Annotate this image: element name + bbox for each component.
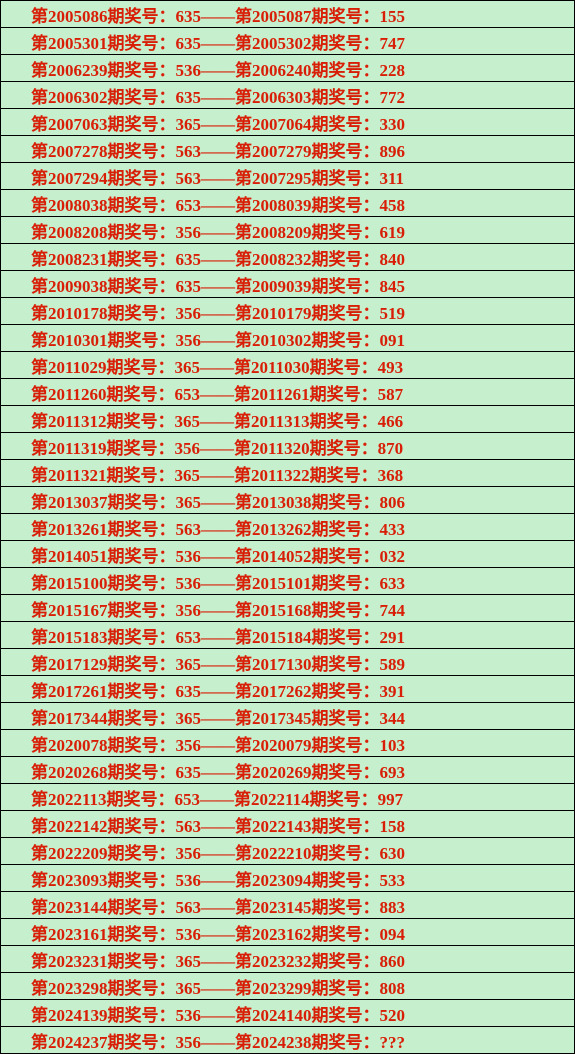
table-row: 第2014051期奖号：536——第2014052期奖号：032 <box>1 541 575 568</box>
lottery-cell: 第2020268期奖号：635——第2020269期奖号：693 <box>1 757 575 784</box>
lottery-cell: 第2022209期奖号：356——第2022210期奖号：630 <box>1 838 575 865</box>
table-row: 第2024237期奖号：356——第2024238期奖号：??? <box>1 1027 575 1054</box>
lottery-cell: 第2005086期奖号：635——第2005087期奖号：155 <box>1 1 575 28</box>
lottery-cell: 第2015100期奖号：536——第2015101期奖号：633 <box>1 568 575 595</box>
lottery-cell: 第2011260期奖号：653——第2011261期奖号：587 <box>1 379 575 406</box>
table-row: 第2005086期奖号：635——第2005087期奖号：155 <box>1 1 575 28</box>
table-row: 第2015100期奖号：536——第2015101期奖号：633 <box>1 568 575 595</box>
lottery-cell: 第2017129期奖号：365——第2017130期奖号：589 <box>1 649 575 676</box>
table-row: 第2008208期奖号：356——第2008209期奖号：619 <box>1 217 575 244</box>
table-row: 第2023144期奖号：563——第2023145期奖号：883 <box>1 892 575 919</box>
table-row: 第2007294期奖号：563——第2007295期奖号：311 <box>1 163 575 190</box>
table-row: 第2015183期奖号：653——第2015184期奖号：291 <box>1 622 575 649</box>
table-row: 第2022209期奖号：356——第2022210期奖号：630 <box>1 838 575 865</box>
lottery-cell: 第2009038期奖号：635——第2009039期奖号：845 <box>1 271 575 298</box>
lottery-cell: 第2022142期奖号：563——第2022143期奖号：158 <box>1 811 575 838</box>
table-row: 第2008038期奖号：653——第2008039期奖号：458 <box>1 190 575 217</box>
lottery-cell: 第2023298期奖号：365——第2023299期奖号：808 <box>1 973 575 1000</box>
table-row: 第2011321期奖号：365——第2011322期奖号：368 <box>1 460 575 487</box>
lottery-cell: 第2013037期奖号：365——第2013038期奖号：806 <box>1 487 575 514</box>
lottery-cell: 第2020078期奖号：356——第2020079期奖号：103 <box>1 730 575 757</box>
table-row: 第2023093期奖号：536——第2023094期奖号：533 <box>1 865 575 892</box>
table-row: 第2011029期奖号：365——第2011030期奖号：493 <box>1 352 575 379</box>
table-row: 第2013261期奖号：563——第2013262期奖号：433 <box>1 514 575 541</box>
table-row: 第2020268期奖号：635——第2020269期奖号：693 <box>1 757 575 784</box>
lottery-cell: 第2007063期奖号：365——第2007064期奖号：330 <box>1 109 575 136</box>
lottery-cell: 第2024237期奖号：356——第2024238期奖号：??? <box>1 1027 575 1054</box>
lottery-cell: 第2006239期奖号：536——第2006240期奖号：228 <box>1 55 575 82</box>
table-row: 第2022113期奖号：653——第2022114期奖号：997 <box>1 784 575 811</box>
lottery-cell: 第2007294期奖号：563——第2007295期奖号：311 <box>1 163 575 190</box>
lottery-cell: 第2024139期奖号：536——第2024140期奖号：520 <box>1 1000 575 1027</box>
table-row: 第2013037期奖号：365——第2013038期奖号：806 <box>1 487 575 514</box>
lottery-cell: 第2022113期奖号：653——第2022114期奖号：997 <box>1 784 575 811</box>
table-row: 第2011312期奖号：365——第2011313期奖号：466 <box>1 406 575 433</box>
table-row: 第2007278期奖号：563——第2007279期奖号：896 <box>1 136 575 163</box>
lottery-cell: 第2011319期奖号：356——第2011320期奖号：870 <box>1 433 575 460</box>
table-row: 第2020078期奖号：356——第2020079期奖号：103 <box>1 730 575 757</box>
table-row: 第2011319期奖号：356——第2011320期奖号：870 <box>1 433 575 460</box>
lottery-cell: 第2017261期奖号：635——第2017262期奖号：391 <box>1 676 575 703</box>
table-row: 第2017344期奖号：365——第2017345期奖号：344 <box>1 703 575 730</box>
lottery-cell: 第2023231期奖号：365——第2023232期奖号：860 <box>1 946 575 973</box>
lottery-cell: 第2006302期奖号：635——第2006303期奖号：772 <box>1 82 575 109</box>
lottery-cell: 第2008208期奖号：356——第2008209期奖号：619 <box>1 217 575 244</box>
lottery-cell: 第2015183期奖号：653——第2015184期奖号：291 <box>1 622 575 649</box>
table-row: 第2011260期奖号：653——第2011261期奖号：587 <box>1 379 575 406</box>
lottery-cell: 第2010178期奖号：356——第2010179期奖号：519 <box>1 298 575 325</box>
lottery-table: 第2005086期奖号：635——第2005087期奖号：155第2005301… <box>0 0 575 1054</box>
table-row: 第2024139期奖号：536——第2024140期奖号：520 <box>1 1000 575 1027</box>
lottery-cell: 第2008038期奖号：653——第2008039期奖号：458 <box>1 190 575 217</box>
table-row: 第2017261期奖号：635——第2017262期奖号：391 <box>1 676 575 703</box>
lottery-cell: 第2017344期奖号：365——第2017345期奖号：344 <box>1 703 575 730</box>
table-row: 第2023231期奖号：365——第2023232期奖号：860 <box>1 946 575 973</box>
table-row: 第2010301期奖号：356——第2010302期奖号：091 <box>1 325 575 352</box>
lottery-cell: 第2011321期奖号：365——第2011322期奖号：368 <box>1 460 575 487</box>
lottery-cell: 第2010301期奖号：356——第2010302期奖号：091 <box>1 325 575 352</box>
table-row: 第2017129期奖号：365——第2017130期奖号：589 <box>1 649 575 676</box>
table-row: 第2008231期奖号：635——第2008232期奖号：840 <box>1 244 575 271</box>
lottery-cell: 第2023161期奖号：536——第2023162期奖号：094 <box>1 919 575 946</box>
lottery-cell: 第2011029期奖号：365——第2011030期奖号：493 <box>1 352 575 379</box>
lottery-cell: 第2011312期奖号：365——第2011313期奖号：466 <box>1 406 575 433</box>
table-row: 第2006239期奖号：536——第2006240期奖号：228 <box>1 55 575 82</box>
table-row: 第2007063期奖号：365——第2007064期奖号：330 <box>1 109 575 136</box>
lottery-cell: 第2005301期奖号：635——第2005302期奖号：747 <box>1 28 575 55</box>
lottery-cell: 第2015167期奖号：356——第2015168期奖号：744 <box>1 595 575 622</box>
table-row: 第2006302期奖号：635——第2006303期奖号：772 <box>1 82 575 109</box>
table-row: 第2010178期奖号：356——第2010179期奖号：519 <box>1 298 575 325</box>
table-row: 第2005301期奖号：635——第2005302期奖号：747 <box>1 28 575 55</box>
lottery-cell: 第2013261期奖号：563——第2013262期奖号：433 <box>1 514 575 541</box>
table-row: 第2009038期奖号：635——第2009039期奖号：845 <box>1 271 575 298</box>
table-row: 第2023161期奖号：536——第2023162期奖号：094 <box>1 919 575 946</box>
lottery-cell: 第2023144期奖号：563——第2023145期奖号：883 <box>1 892 575 919</box>
lottery-cell: 第2023093期奖号：536——第2023094期奖号：533 <box>1 865 575 892</box>
table-row: 第2015167期奖号：356——第2015168期奖号：744 <box>1 595 575 622</box>
lottery-cell: 第2014051期奖号：536——第2014052期奖号：032 <box>1 541 575 568</box>
table-row: 第2023298期奖号：365——第2023299期奖号：808 <box>1 973 575 1000</box>
table-row: 第2022142期奖号：563——第2022143期奖号：158 <box>1 811 575 838</box>
lottery-cell: 第2007278期奖号：563——第2007279期奖号：896 <box>1 136 575 163</box>
lottery-cell: 第2008231期奖号：635——第2008232期奖号：840 <box>1 244 575 271</box>
